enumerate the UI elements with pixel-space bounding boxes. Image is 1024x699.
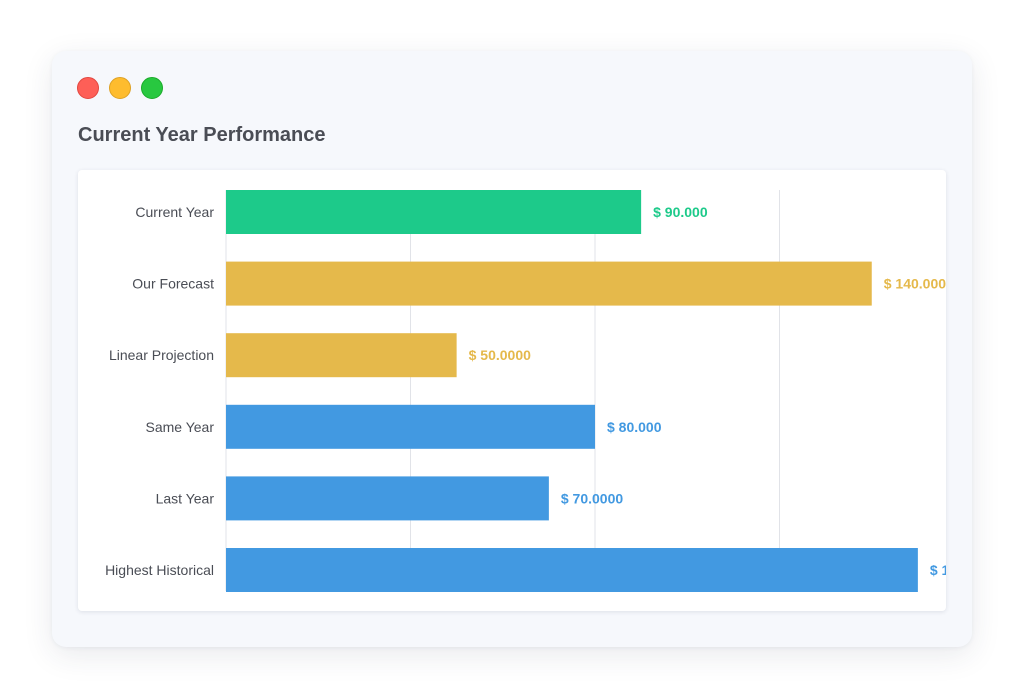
value-label: $ 150.0000 bbox=[930, 562, 946, 578]
category-label: Current Year bbox=[135, 204, 214, 220]
category-label: Same Year bbox=[146, 419, 215, 435]
bar[interactable] bbox=[226, 190, 642, 234]
bar[interactable] bbox=[226, 476, 549, 521]
maximize-window-button[interactable] bbox=[141, 77, 163, 99]
bar[interactable] bbox=[226, 333, 457, 378]
category-label: Last Year bbox=[156, 490, 215, 506]
bar[interactable] bbox=[226, 261, 872, 306]
value-label: $ 50.0000 bbox=[469, 347, 531, 363]
category-label: Highest Historical bbox=[105, 562, 214, 578]
window-controls bbox=[77, 77, 163, 99]
category-label: Linear Projection bbox=[109, 347, 214, 363]
page-title: Current Year Performance bbox=[78, 124, 326, 146]
close-window-button[interactable] bbox=[77, 77, 99, 99]
value-label: $ 80.000 bbox=[607, 419, 662, 435]
value-label: $ 140.0000 bbox=[884, 276, 946, 292]
chart-card: Current Year $ 90.000 Our Forecast $ 140.00… bbox=[78, 170, 946, 611]
minimize-window-button[interactable] bbox=[109, 77, 131, 99]
category-label: Our Forecast bbox=[132, 276, 214, 292]
bar[interactable] bbox=[226, 548, 918, 592]
value-label: $ 70.0000 bbox=[561, 490, 623, 506]
bar[interactable] bbox=[226, 404, 595, 449]
bar-chart: Current Year $ 90.000 Our Forecast $ 140.00… bbox=[105, 190, 946, 592]
value-label: $ 90.000 bbox=[653, 204, 708, 220]
app-window: Current Year Performance Current Year $ 9… bbox=[52, 51, 972, 647]
